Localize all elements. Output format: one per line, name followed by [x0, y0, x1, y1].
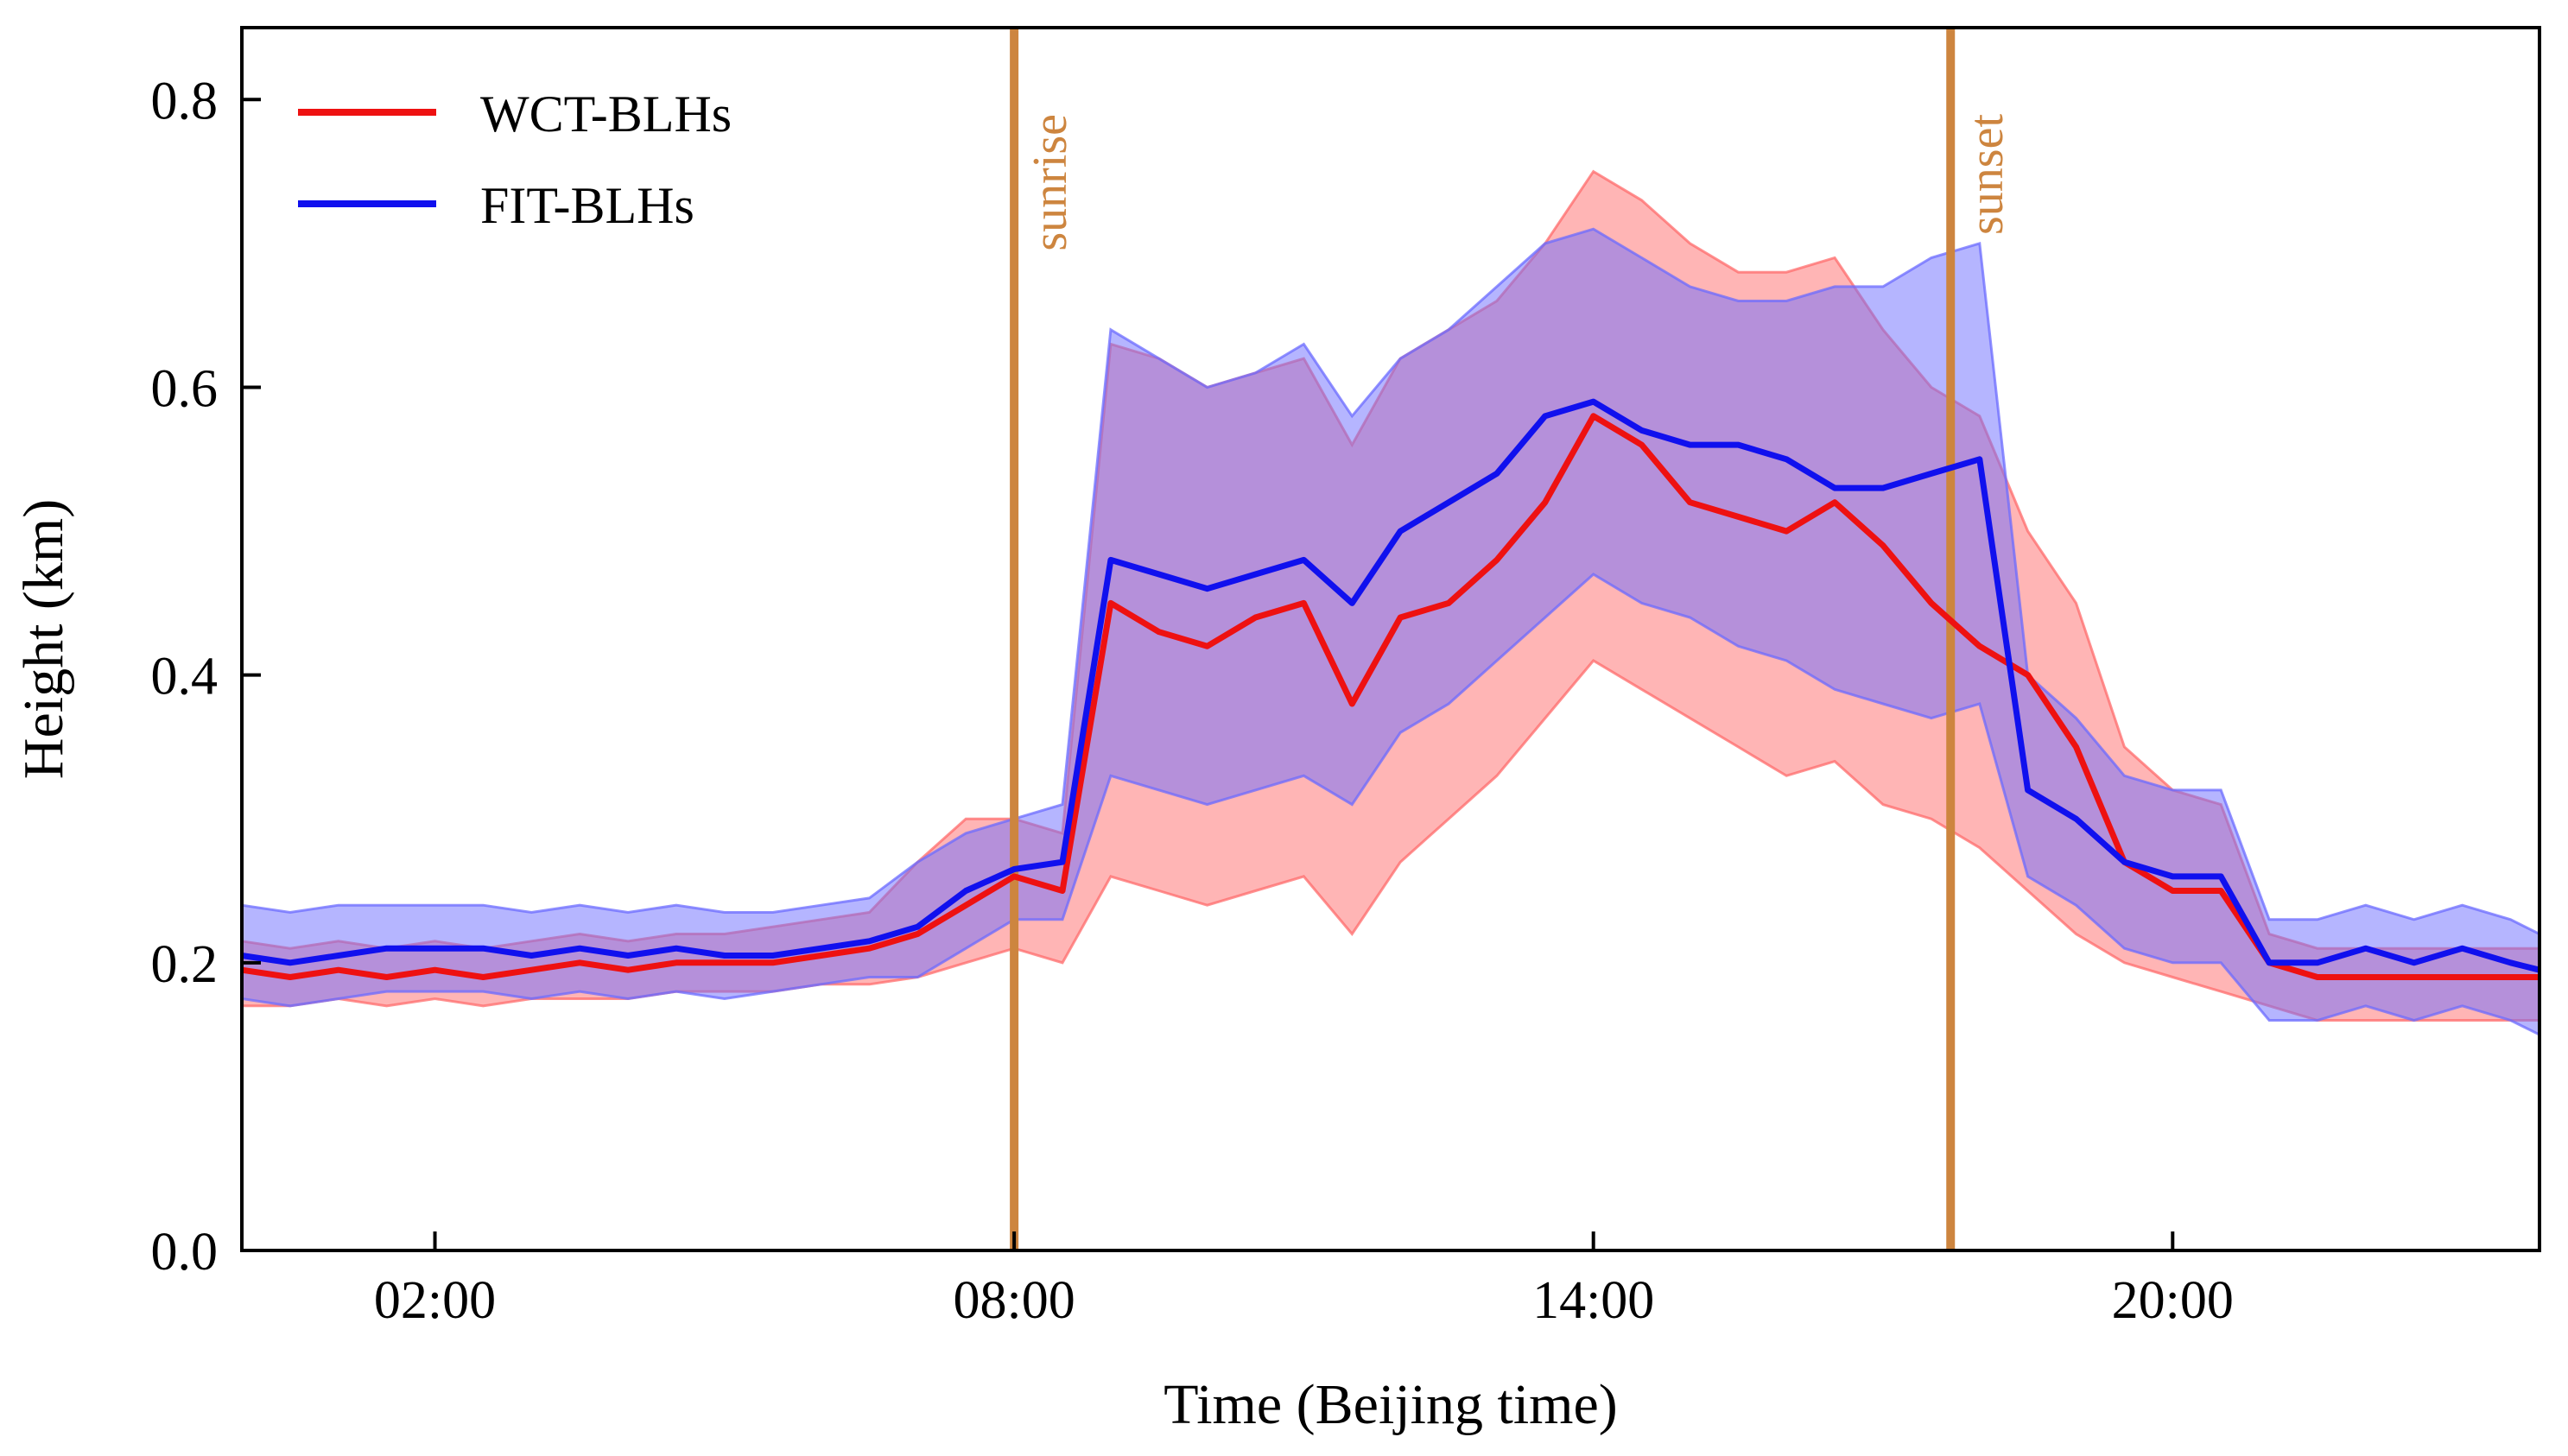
x-axis-label: Time (Beijing time) — [1164, 1373, 1618, 1436]
y-tick-label: 0.6 — [151, 359, 219, 418]
x-tick-label: 14:00 — [1532, 1271, 1654, 1330]
series-line-wct-blhs — [241, 413, 2539, 980]
sunset-label: sunset — [1960, 114, 2013, 235]
axis-ticks: 02:00 08:00 14:00 20:00 0.0 0.2 0.4 0.6 0.8 — [151, 72, 2234, 1330]
x-tick-label: 02:00 — [374, 1271, 496, 1330]
y-tick-label: 0.4 — [151, 648, 219, 706]
x-tick-label: 08:00 — [954, 1271, 1075, 1330]
series-lines — [241, 398, 2540, 980]
plot-frame — [240, 26, 2541, 1252]
x-tick-label: 20:00 — [2112, 1271, 2234, 1330]
y-tick-label: 0.2 — [151, 935, 219, 994]
legend: WCT-BLHs FIT-BLHs — [298, 85, 732, 234]
y-tick-label: 0.8 — [151, 72, 219, 130]
y-axis-label: Height (km) — [12, 499, 75, 779]
annotation-lines: sunrise sunset — [1010, 28, 2013, 1250]
y-tick-label: 0.0 — [151, 1223, 219, 1282]
legend-label-wct: WCT-BLHs — [480, 85, 732, 142]
series-line-fit-blhs — [241, 398, 2540, 973]
sunrise-label: sunrise — [1024, 114, 1077, 251]
legend-label-fit: FIT-BLHs — [480, 177, 694, 234]
